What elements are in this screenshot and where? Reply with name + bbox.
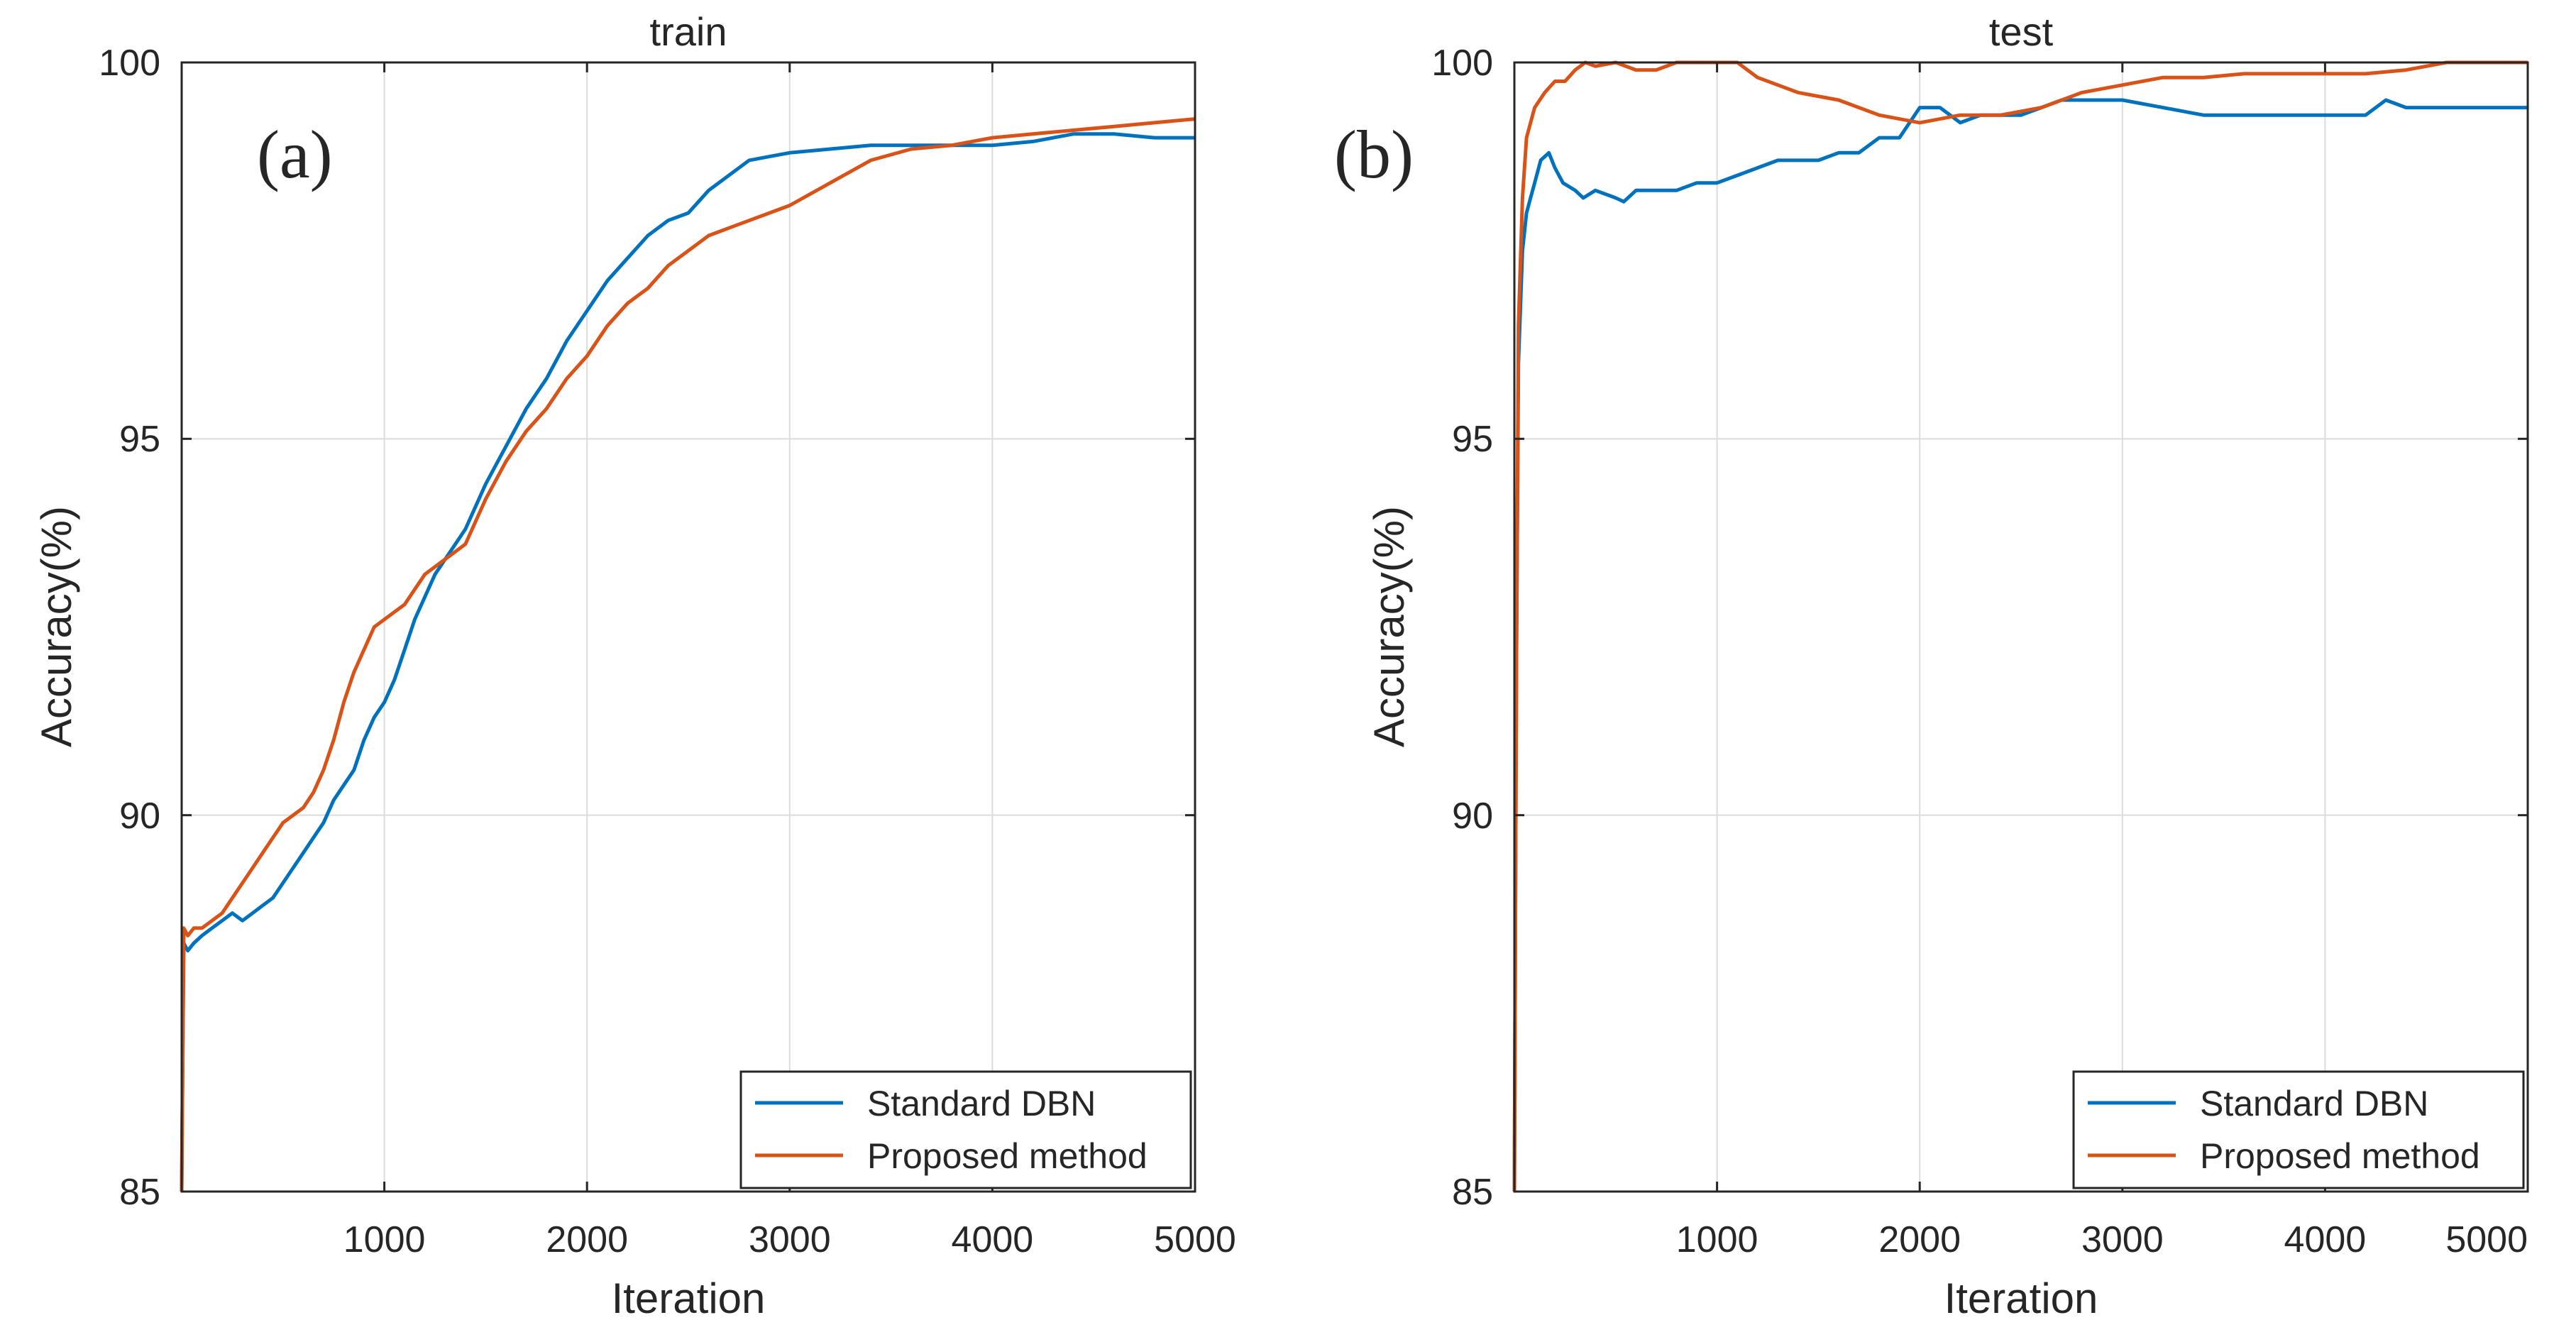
y-tick-label: 90 [1452,796,1493,837]
panel-label: (a) [257,116,333,192]
x-tick-label: 3000 [749,1219,831,1260]
series-line-proposed-method [1512,60,2528,1192]
y-tick-label: 100 [1431,43,1493,84]
legend-label-standard-dbn: Standard DBN [867,1084,1096,1123]
y-tick-labels: 85 90 95 100 [1431,43,1493,1213]
plot-frame [180,61,1196,1193]
y-tick-label: 90 [119,796,160,837]
legend: Standard DBN Proposed method [2072,1070,2525,1189]
series-line-standard-dbn [180,132,1195,1192]
series-line-standard-dbn [1512,98,2528,1192]
x-tick-label: 3000 [2081,1219,2164,1260]
x-tick-labels: 1000 2000 3000 4000 5000 [343,1219,1236,1260]
y-tick-label: 100 [99,43,160,84]
legend-box [739,1070,1192,1189]
legend-label-proposed-method: Proposed method [2200,1136,2480,1176]
y-tick-label: 95 [119,419,160,460]
legend-box [2072,1070,2525,1189]
ticks [1514,61,2529,1193]
panel-label: (b) [1334,116,1414,192]
y-tick-label: 85 [1452,1172,1493,1213]
chart-test: test 1000 2000 3000 4000 5000 85 90 95 1… [1334,9,2529,1322]
y-axis-label: Accuracy(%) [1365,506,1413,747]
x-tick-label: 1000 [343,1219,426,1260]
y-tick-label: 85 [119,1172,160,1213]
legend: Standard DBN Proposed method [739,1070,1192,1189]
x-tick-label: 4000 [952,1219,1034,1260]
x-tick-label: 1000 [1676,1219,1758,1260]
legend-label-standard-dbn: Standard DBN [2200,1084,2428,1123]
plot-frame [1513,61,2529,1193]
legend-label-proposed-method: Proposed method [867,1136,1147,1176]
plot-area [1514,62,2528,1192]
chart-title: test [1989,9,2054,54]
x-tick-label: 5000 [1154,1219,1236,1260]
x-tick-label: 2000 [1878,1219,1961,1260]
series-lines [1512,60,2528,1192]
y-axis-label: Accuracy(%) [33,506,80,747]
series-line-proposed-method [180,117,1196,1192]
chart-train: train 1000 2000 3000 4000 5000 85 90 95 … [33,9,1236,1322]
x-axis-label: Iteration [612,1275,766,1322]
x-tick-label: 4000 [2284,1219,2367,1260]
chart-title: train [650,9,727,54]
ticks [182,61,1196,1193]
x-tick-label: 2000 [546,1219,628,1260]
x-tick-labels: 1000 2000 3000 4000 5000 [1676,1219,2528,1260]
y-tick-label: 95 [1452,419,1493,460]
x-axis-label: Iteration [1944,1275,2098,1322]
y-tick-labels: 85 90 95 100 [99,43,160,1213]
x-tick-label: 5000 [2445,1219,2528,1260]
plot-area [182,62,1195,1192]
series-lines [180,117,1196,1192]
